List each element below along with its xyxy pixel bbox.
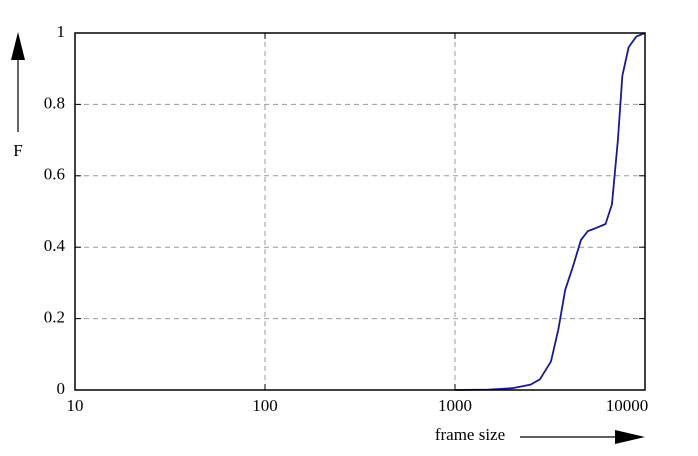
y-tick-label: 0.2	[44, 308, 65, 327]
x-tick-label: 10	[67, 396, 84, 415]
y-tick-label: 0.4	[44, 236, 66, 255]
line-series	[454, 32, 646, 391]
y-axis-label: F	[13, 141, 22, 160]
plot-frame	[74, 32, 646, 391]
y-tick-label: 0.6	[44, 165, 65, 184]
y-tick-label: 0	[57, 379, 66, 398]
x-tick-label: 100	[252, 396, 278, 415]
x-axis-label: frame size	[435, 425, 505, 444]
y-tick-label: 1	[57, 22, 66, 41]
x-tick-label: 1000	[438, 396, 472, 415]
x-arrow-head	[615, 430, 645, 444]
x-tick-label: 10000	[606, 396, 649, 415]
y-tick-label: 0.8	[44, 93, 65, 112]
y-arrow-head	[11, 32, 25, 60]
